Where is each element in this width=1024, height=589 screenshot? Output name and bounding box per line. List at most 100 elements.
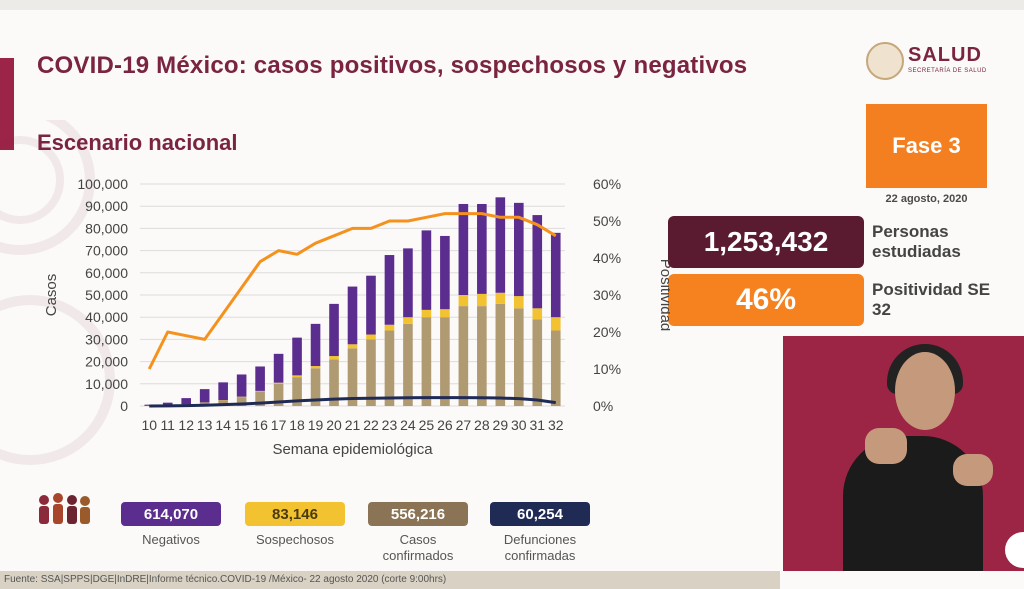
kpi-persons-value: 1,253,432	[668, 216, 864, 268]
x-tick-label: 21	[345, 417, 361, 433]
interpreter-head	[895, 352, 955, 430]
bar-negativos	[329, 303, 339, 357]
interpreter-hand-right	[953, 454, 993, 486]
bar-sospechosos	[310, 366, 321, 369]
y-tick-label: 60,000	[85, 265, 128, 281]
bar-negativos	[236, 374, 247, 397]
bar-negativos	[199, 389, 210, 403]
chart-container: 0 10,000 20,000 30,000 40,000 50,000 60,000 70,…	[30, 170, 674, 470]
bar-negativos	[162, 402, 173, 406]
bar-sospechosos	[273, 382, 284, 384]
line-defunciones	[149, 396, 556, 408]
bar-sospechosos	[255, 390, 265, 392]
y-tick-label: 40,000	[85, 309, 128, 325]
bar-confirmados	[366, 339, 376, 406]
bar-negativos	[477, 203, 487, 294]
bar-confirmados	[236, 397, 247, 406]
summary-confirmados-label: Casos confirmados	[382, 532, 454, 563]
y-tick-label: 30,000	[85, 331, 128, 347]
summary-negativos-label: Negativos	[142, 532, 200, 547]
kpi-persons-label: Personas estudiadas	[872, 222, 961, 261]
x-tick-label: 26	[437, 417, 453, 433]
bar-negativos	[292, 337, 302, 376]
bar-sospechosos	[440, 309, 450, 318]
bar-sospechosos	[329, 356, 339, 360]
salud-logo: SALUD SECRETARÍA DE SALUD	[862, 40, 992, 86]
bar-sospechosos	[384, 324, 395, 331]
x-tick-label: 16	[252, 417, 268, 433]
y2-tick-label: 50%	[593, 213, 621, 229]
bar-confirmados	[495, 303, 506, 406]
line-positividad	[147, 212, 557, 370]
x-tick-label: 12	[178, 417, 194, 433]
phase-badge: Fase 3	[866, 104, 987, 188]
x-tick-label: 13	[197, 417, 213, 433]
sign-language-interpreter-video	[783, 336, 1024, 571]
x-tick-label: 24	[400, 417, 416, 433]
x-tick-label: 20	[326, 417, 342, 433]
x-tick-label: 30	[511, 417, 527, 433]
bar-negativos	[273, 353, 284, 383]
bar-sospechosos	[495, 292, 506, 304]
accent-bar	[0, 58, 14, 150]
bar-negativos	[403, 248, 413, 318]
x-tick-label: 10	[141, 417, 157, 433]
y-tick-label: 0	[120, 398, 128, 414]
bar-confirmados	[292, 377, 302, 406]
stacked-bar-chart: 0 10,000 20,000 30,000 40,000 50,000 60,000 70,…	[43, 176, 674, 458]
logo-name: SALUD	[908, 44, 982, 66]
bar-sospechosos	[532, 308, 543, 320]
kpi-positivity-label: Positividad SE 32	[872, 280, 991, 319]
x-tick-label: 28	[474, 417, 490, 433]
summary-defunciones-value: 60,254	[490, 502, 590, 526]
bar-confirmados	[273, 383, 284, 406]
channel-badge	[1005, 532, 1024, 568]
x-tick-label: 17	[271, 417, 287, 433]
y2-tick-label: 20%	[593, 324, 621, 340]
bar-negativos	[514, 202, 524, 297]
x-tick-label: 32	[548, 417, 564, 433]
x-tick-label: 14	[215, 417, 231, 433]
bar-confirmados	[403, 323, 413, 406]
bar-negativos	[532, 215, 543, 309]
bar-sospechosos	[477, 293, 487, 307]
bar-negativos	[495, 197, 506, 293]
eagle-seal-icon	[866, 42, 904, 80]
bar-sospechosos	[292, 375, 302, 378]
top-bar	[0, 0, 1024, 10]
bar-negativos	[384, 255, 395, 325]
y-tick-label: 80,000	[85, 220, 128, 236]
logo-subtitle: SECRETARÍA DE SALUD	[908, 68, 987, 74]
y2-tick-label: 0%	[593, 398, 613, 414]
bar-confirmados	[532, 319, 543, 406]
x-tick-label: 27	[456, 417, 472, 433]
bar-confirmados	[440, 317, 450, 406]
x-tick-label: 31	[529, 417, 545, 433]
bar-negativos	[347, 286, 358, 345]
bar-confirmados	[347, 348, 358, 406]
bar-negativos	[310, 323, 321, 367]
bar-negativos	[218, 382, 228, 401]
summary-negativos-value: 614,070	[121, 502, 221, 526]
bar-negativos	[255, 366, 265, 391]
bar-sospechosos	[366, 334, 376, 340]
bar-confirmados	[255, 391, 265, 406]
x-tick-label: 29	[493, 417, 509, 433]
x-tick-label: 22	[363, 417, 379, 433]
bar-sospechosos	[514, 296, 524, 309]
y-axis-label: Casos	[43, 274, 60, 317]
y-tick-label: 10,000	[85, 376, 128, 392]
bar-sospechosos	[421, 309, 432, 318]
bar-confirmados	[477, 306, 487, 406]
x-tick-label: 19	[308, 417, 324, 433]
y2-tick-label: 60%	[593, 176, 621, 192]
bar-sospechosos	[347, 344, 358, 349]
bar-confirmados	[458, 306, 469, 406]
y2-tick-label: 30%	[593, 287, 621, 303]
page-title: COVID-19 México: casos positivos, sospec…	[37, 52, 748, 79]
y-tick-label: 50,000	[85, 287, 128, 303]
bar-confirmados	[329, 359, 339, 406]
bar-sospechosos	[458, 295, 469, 307]
page-subtitle: Escenario nacional	[37, 130, 238, 155]
footer-bar: Fuente: SSA|SPPS|DGE|InDRE|Informe técni…	[0, 571, 780, 589]
